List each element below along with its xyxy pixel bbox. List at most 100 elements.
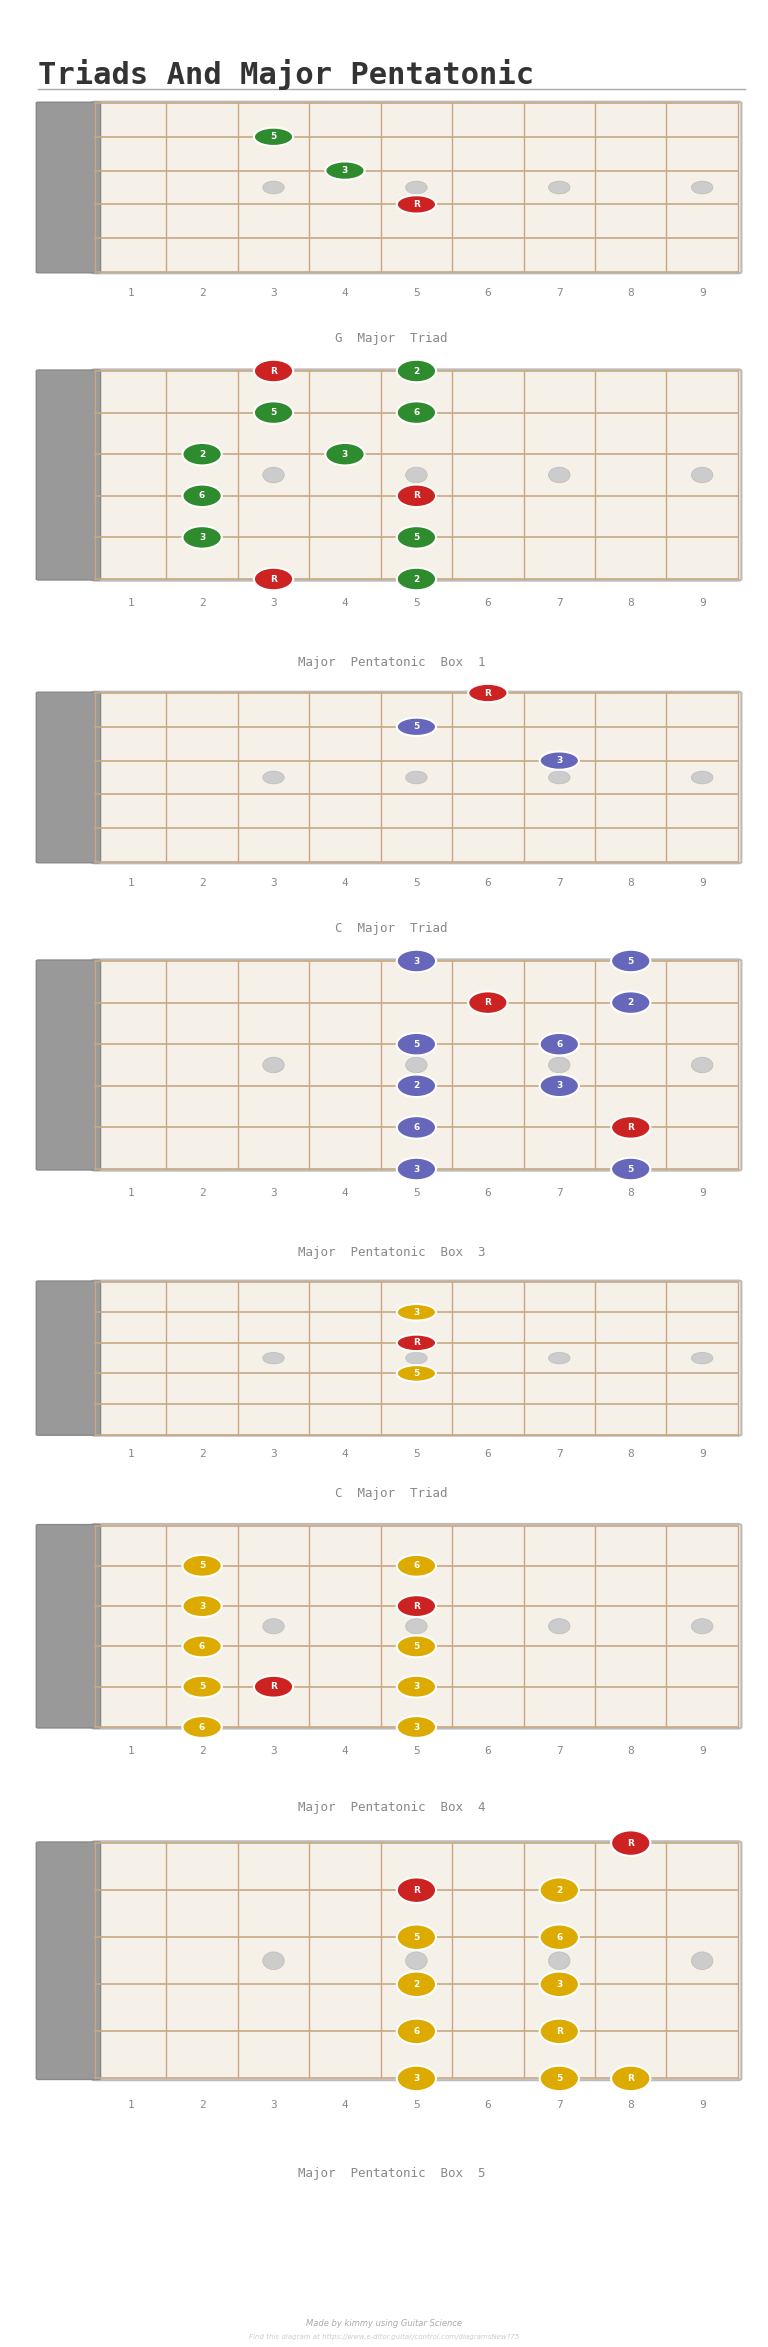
FancyBboxPatch shape — [36, 960, 101, 1169]
Text: 9: 9 — [699, 289, 706, 298]
Ellipse shape — [406, 1352, 427, 1364]
Ellipse shape — [691, 1352, 713, 1364]
Text: 8: 8 — [627, 289, 634, 298]
Ellipse shape — [548, 1352, 570, 1364]
Ellipse shape — [254, 127, 293, 146]
Ellipse shape — [397, 1075, 436, 1096]
Ellipse shape — [691, 1619, 713, 1634]
Ellipse shape — [611, 1117, 650, 1138]
Text: 3: 3 — [270, 878, 277, 887]
Ellipse shape — [397, 483, 436, 507]
Text: 2: 2 — [413, 575, 419, 584]
Ellipse shape — [406, 772, 427, 784]
Text: R: R — [627, 1122, 634, 1131]
Ellipse shape — [183, 1636, 222, 1657]
Text: 3: 3 — [270, 289, 277, 298]
Ellipse shape — [183, 1554, 222, 1577]
Text: 5: 5 — [199, 1683, 205, 1692]
Ellipse shape — [397, 1305, 436, 1321]
Text: G  Major  Triad: G Major Triad — [336, 331, 448, 345]
Ellipse shape — [540, 751, 579, 770]
Ellipse shape — [397, 195, 436, 214]
Ellipse shape — [611, 1157, 650, 1181]
Ellipse shape — [397, 1716, 436, 1737]
FancyBboxPatch shape — [36, 1281, 101, 1436]
Ellipse shape — [326, 162, 365, 181]
Ellipse shape — [397, 1925, 436, 1950]
Text: 6: 6 — [413, 1561, 419, 1570]
Text: 1: 1 — [127, 878, 134, 887]
Text: Triads And Major Pentatonic: Triads And Major Pentatonic — [38, 59, 535, 89]
Text: 6: 6 — [199, 1723, 205, 1732]
Ellipse shape — [611, 990, 650, 1014]
Text: 5: 5 — [627, 1164, 634, 1174]
Text: 2: 2 — [556, 1885, 562, 1894]
Text: 3: 3 — [342, 167, 348, 176]
Text: 1: 1 — [127, 1746, 134, 1756]
Text: 8: 8 — [627, 1746, 634, 1756]
Ellipse shape — [183, 1676, 222, 1697]
Text: 3: 3 — [556, 756, 562, 765]
Text: R: R — [556, 2028, 563, 2035]
Text: 5: 5 — [270, 408, 276, 418]
Text: 3: 3 — [413, 958, 419, 965]
Text: 4: 4 — [342, 598, 349, 608]
Text: 2: 2 — [627, 997, 634, 1007]
Ellipse shape — [397, 1366, 436, 1382]
Text: 3: 3 — [199, 1601, 205, 1610]
Text: 6: 6 — [199, 1643, 205, 1650]
Text: 4: 4 — [342, 1188, 349, 1199]
Text: 9: 9 — [699, 598, 706, 608]
Ellipse shape — [540, 2018, 579, 2044]
Text: Major  Pentatonic  Box  4: Major Pentatonic Box 4 — [298, 1800, 485, 1814]
Text: 6: 6 — [485, 1448, 492, 1457]
Text: 7: 7 — [556, 289, 563, 298]
Ellipse shape — [183, 444, 222, 465]
Text: 3: 3 — [413, 2075, 419, 2082]
Text: 4: 4 — [342, 289, 349, 298]
Ellipse shape — [263, 181, 284, 195]
Text: 3: 3 — [556, 1082, 562, 1091]
Text: 2: 2 — [199, 878, 206, 887]
Text: 9: 9 — [699, 1448, 706, 1457]
Text: 2: 2 — [413, 1981, 419, 1988]
Text: 7: 7 — [556, 1746, 563, 1756]
Text: 5: 5 — [413, 1643, 419, 1650]
Ellipse shape — [397, 1878, 436, 1903]
Ellipse shape — [254, 401, 293, 425]
Ellipse shape — [611, 1831, 650, 1856]
Ellipse shape — [540, 2065, 579, 2091]
Text: 3: 3 — [342, 451, 348, 458]
Ellipse shape — [254, 359, 293, 383]
Ellipse shape — [548, 467, 570, 483]
Ellipse shape — [254, 1676, 293, 1697]
Ellipse shape — [691, 181, 713, 195]
Text: 5: 5 — [413, 723, 419, 732]
Ellipse shape — [548, 1619, 570, 1634]
Ellipse shape — [540, 1971, 579, 1997]
Text: Made by kimmy using Guitar Science: Made by kimmy using Guitar Science — [306, 2319, 462, 2328]
Text: C  Major  Triad: C Major Triad — [336, 922, 448, 934]
Text: 4: 4 — [342, 1746, 349, 1756]
Text: 5: 5 — [413, 1448, 420, 1457]
Text: 7: 7 — [556, 878, 563, 887]
Text: 6: 6 — [199, 491, 205, 500]
Text: 2: 2 — [413, 1082, 419, 1091]
Text: 1: 1 — [127, 1448, 134, 1457]
Ellipse shape — [540, 1925, 579, 1950]
Ellipse shape — [397, 2018, 436, 2044]
FancyBboxPatch shape — [91, 1281, 741, 1436]
Text: 3: 3 — [270, 1448, 277, 1457]
FancyBboxPatch shape — [36, 103, 101, 272]
Ellipse shape — [548, 1953, 570, 1969]
Text: Major  Pentatonic  Box  5: Major Pentatonic Box 5 — [298, 2166, 485, 2180]
Text: 3: 3 — [270, 598, 277, 608]
Ellipse shape — [548, 1056, 570, 1073]
Text: R: R — [413, 1338, 420, 1347]
Ellipse shape — [406, 181, 427, 195]
Text: 5: 5 — [199, 1561, 205, 1570]
Text: 9: 9 — [699, 878, 706, 887]
Ellipse shape — [183, 483, 222, 507]
Text: 4: 4 — [342, 1448, 349, 1457]
FancyBboxPatch shape — [36, 692, 101, 864]
